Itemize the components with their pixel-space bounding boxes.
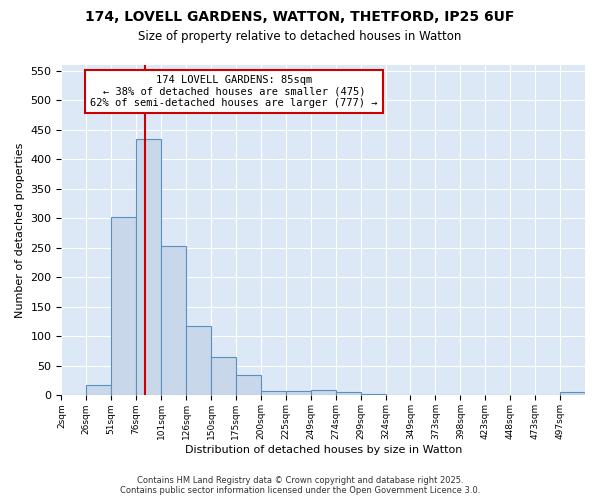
Text: Size of property relative to detached houses in Watton: Size of property relative to detached ho… xyxy=(139,30,461,43)
Bar xyxy=(311,390,335,396)
Bar xyxy=(136,139,161,396)
X-axis label: Distribution of detached houses by size in Watton: Distribution of detached houses by size … xyxy=(185,445,462,455)
Bar xyxy=(261,390,286,396)
Text: Contains HM Land Registry data © Crown copyright and database right 2025.
Contai: Contains HM Land Registry data © Crown c… xyxy=(120,476,480,495)
Bar xyxy=(161,246,186,396)
Bar xyxy=(86,385,111,396)
Text: 174 LOVELL GARDENS: 85sqm
← 38% of detached houses are smaller (475)
62% of semi: 174 LOVELL GARDENS: 85sqm ← 38% of detac… xyxy=(91,75,378,108)
Bar xyxy=(361,394,386,396)
Bar xyxy=(186,326,211,396)
Bar xyxy=(560,392,585,396)
Bar xyxy=(335,392,361,396)
Text: 174, LOVELL GARDENS, WATTON, THETFORD, IP25 6UF: 174, LOVELL GARDENS, WATTON, THETFORD, I… xyxy=(85,10,515,24)
Bar xyxy=(111,216,136,396)
Bar xyxy=(211,357,236,396)
Bar xyxy=(236,375,261,396)
Y-axis label: Number of detached properties: Number of detached properties xyxy=(15,142,25,318)
Bar xyxy=(286,390,311,396)
